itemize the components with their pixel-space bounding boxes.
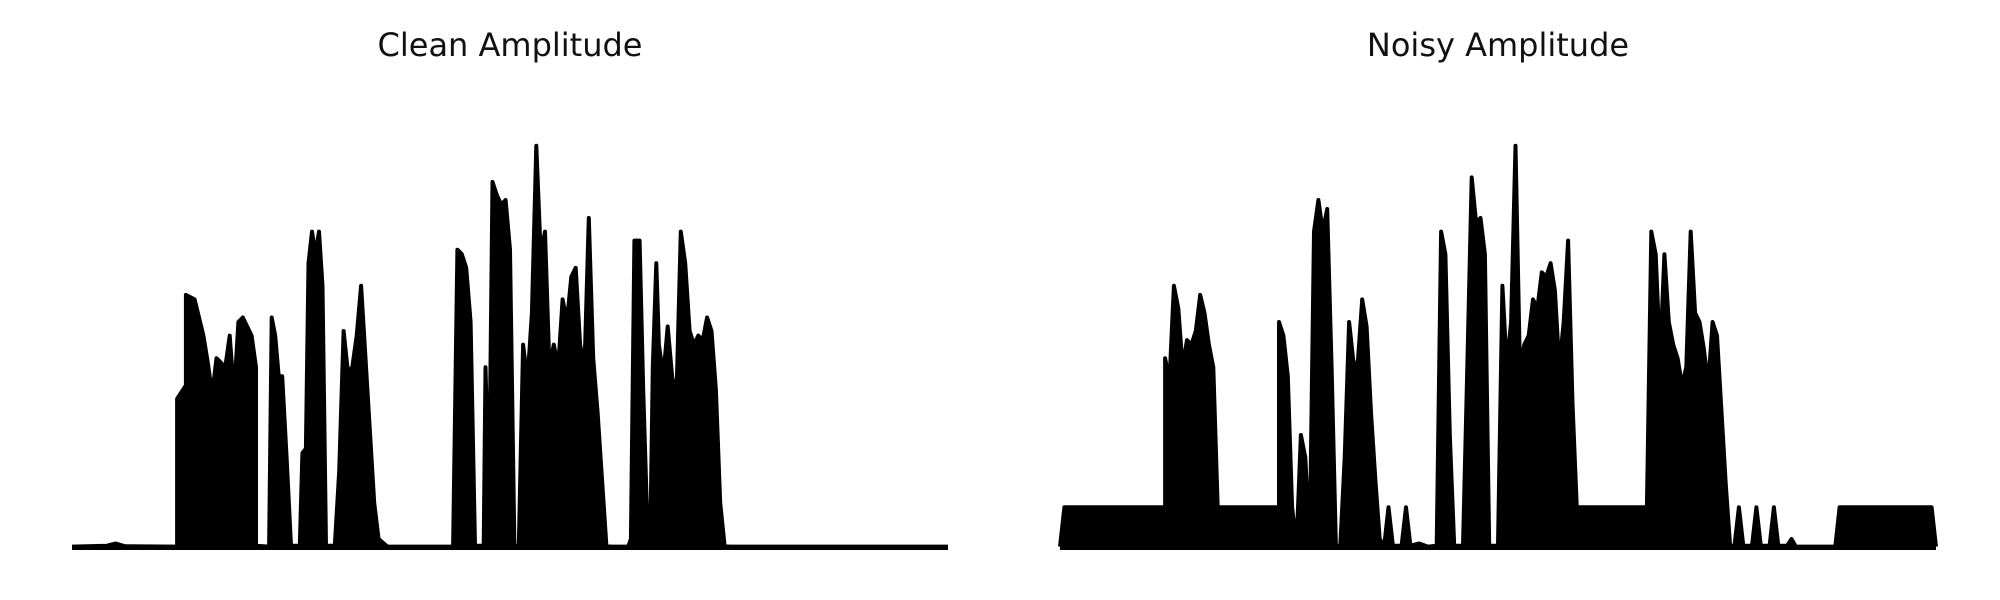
noisy-amplitude-panel: Noisy Amplitude [1058, 0, 1938, 600]
amplitude-line [1058, 143, 1938, 549]
clean-amplitude-plot [71, 143, 948, 550]
chart-title: Noisy Amplitude [1366, 26, 1630, 64]
chart-title: Clean Amplitude [377, 26, 643, 64]
clean-amplitude-panel: Clean Amplitude [70, 0, 950, 600]
noisy-amplitude-plot [1058, 143, 1938, 550]
amplitude-line [71, 143, 948, 549]
